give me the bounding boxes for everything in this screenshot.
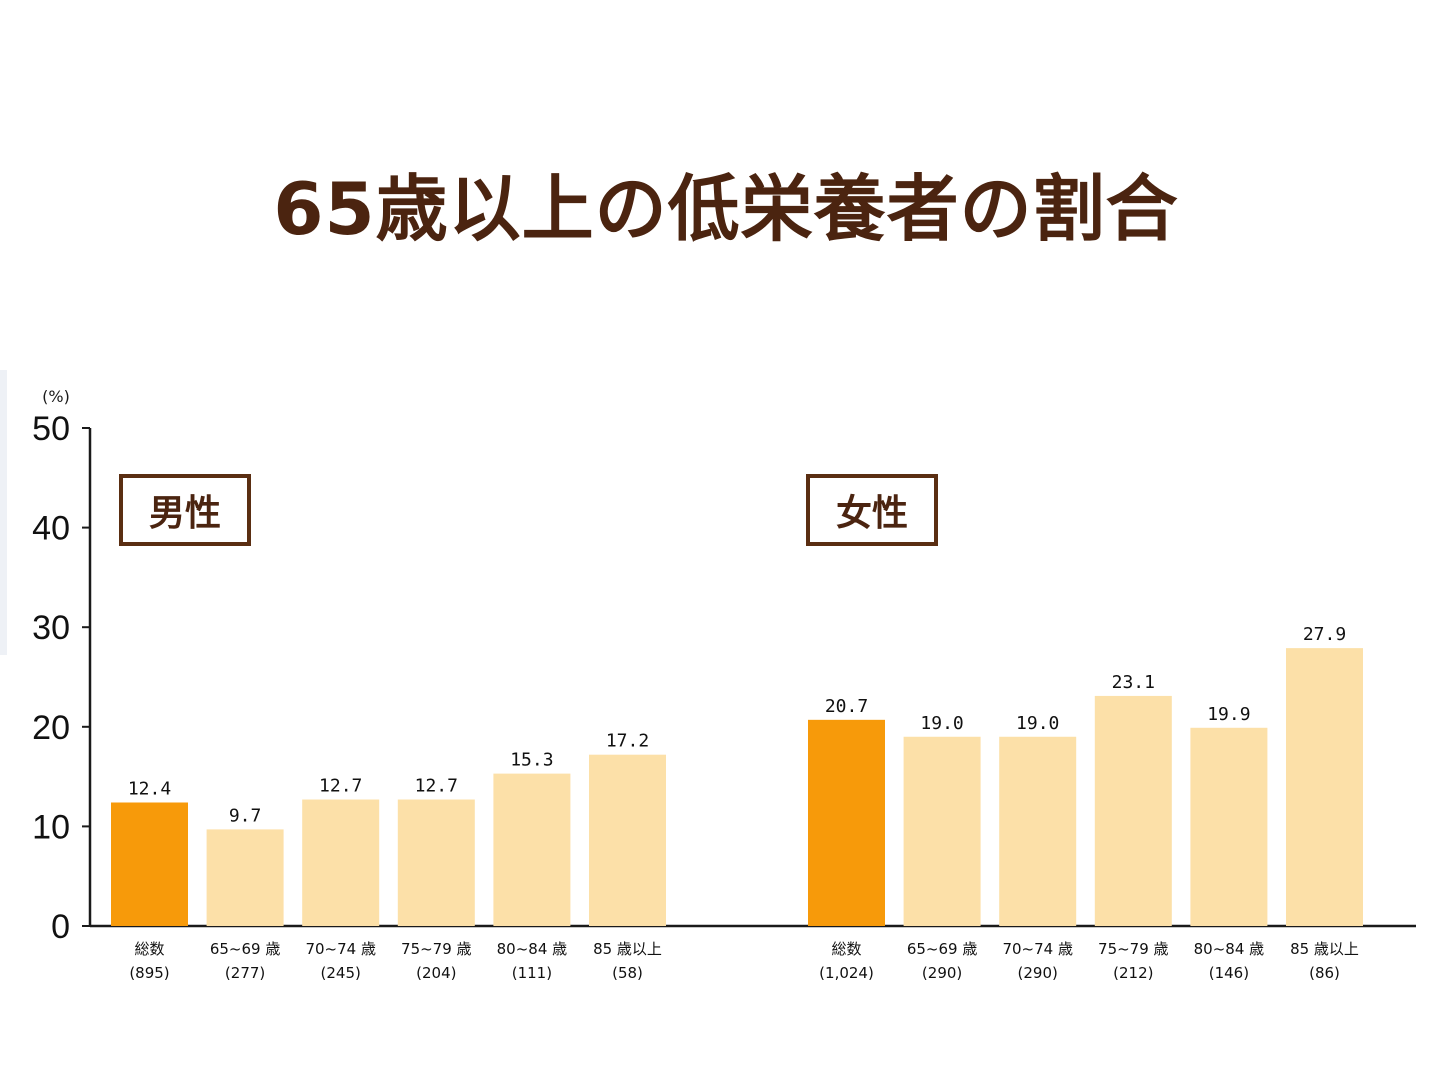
bar-female-5 xyxy=(1286,648,1363,926)
x-sample-size-label: (146) xyxy=(1209,964,1249,982)
y-tick-label: 0 xyxy=(51,908,70,946)
x-sample-size-label: (111) xyxy=(512,964,552,982)
x-sample-size-label: (290) xyxy=(1018,964,1058,982)
x-category-label: 70~74 歳 xyxy=(1002,940,1073,958)
x-category-label: 総数 xyxy=(134,940,164,958)
x-sample-size-label: (86) xyxy=(1309,964,1340,982)
x-sample-size-label: (277) xyxy=(225,964,265,982)
bar-male-4 xyxy=(493,773,571,926)
bar-value-label: 12.4 xyxy=(128,778,171,799)
bar-female-3 xyxy=(1094,695,1172,926)
y-tick-label: 50 xyxy=(32,410,70,448)
chart-title: 65歳以上の低栄養者の割合 xyxy=(273,167,1179,251)
x-category-label: 総数 xyxy=(831,940,861,958)
y-axis-unit-label: (%) xyxy=(42,387,70,406)
bar-female-0 xyxy=(808,719,885,926)
x-category-label: 65~69 歳 xyxy=(907,940,978,958)
bar-male-3 xyxy=(397,799,475,926)
y-tick-label: 20 xyxy=(32,709,70,747)
x-category-label: 65~69 歳 xyxy=(210,940,281,958)
bar-value-label: 12.7 xyxy=(415,776,458,797)
y-tick-label: 10 xyxy=(32,808,70,846)
group-label-female: 女性 xyxy=(806,474,938,546)
x-sample-size-label: (290) xyxy=(922,964,962,982)
x-category-label: 75~79 歳 xyxy=(401,940,472,958)
x-category-label: 80~84 歳 xyxy=(497,940,568,958)
bar-male-2 xyxy=(302,799,380,926)
group-label-male: 男性 xyxy=(119,474,251,546)
bar-female-4 xyxy=(1190,727,1268,926)
bar-male-1 xyxy=(206,829,284,926)
bar-female-2 xyxy=(999,736,1077,926)
bar-value-label: 19.0 xyxy=(920,713,963,734)
bar-value-label: 27.9 xyxy=(1303,624,1346,645)
x-sample-size-label: (212) xyxy=(1113,964,1153,982)
y-tick-label: 30 xyxy=(32,609,70,647)
x-category-label: 85 歳以上 xyxy=(593,940,662,958)
bar-value-label: 23.1 xyxy=(1112,672,1155,693)
bar-male-5 xyxy=(589,754,666,926)
x-category-label: 85 歳以上 xyxy=(1290,940,1359,958)
bar-value-label: 12.7 xyxy=(319,776,362,797)
bar-value-label: 20.7 xyxy=(825,696,868,717)
y-tick-label: 40 xyxy=(32,510,70,548)
bar-value-label: 9.7 xyxy=(229,805,262,826)
x-sample-size-label: (895) xyxy=(129,964,169,982)
left-edge-strip xyxy=(0,370,7,655)
bar-value-label: 17.2 xyxy=(606,731,649,752)
x-sample-size-label: (58) xyxy=(612,964,643,982)
x-category-label: 75~79 歳 xyxy=(1098,940,1169,958)
bar-female-1 xyxy=(903,736,981,926)
bar-male-0 xyxy=(111,802,188,926)
x-sample-size-label: (245) xyxy=(321,964,361,982)
bar-value-label: 19.9 xyxy=(1207,704,1250,725)
x-sample-size-label: (204) xyxy=(416,964,456,982)
x-category-label: 70~74 歳 xyxy=(305,940,376,958)
bar-value-label: 19.0 xyxy=(1016,713,1059,734)
x-category-label: 80~84 歳 xyxy=(1194,940,1265,958)
bar-value-label: 15.3 xyxy=(510,750,553,771)
x-sample-size-label: (1,024) xyxy=(819,964,874,982)
